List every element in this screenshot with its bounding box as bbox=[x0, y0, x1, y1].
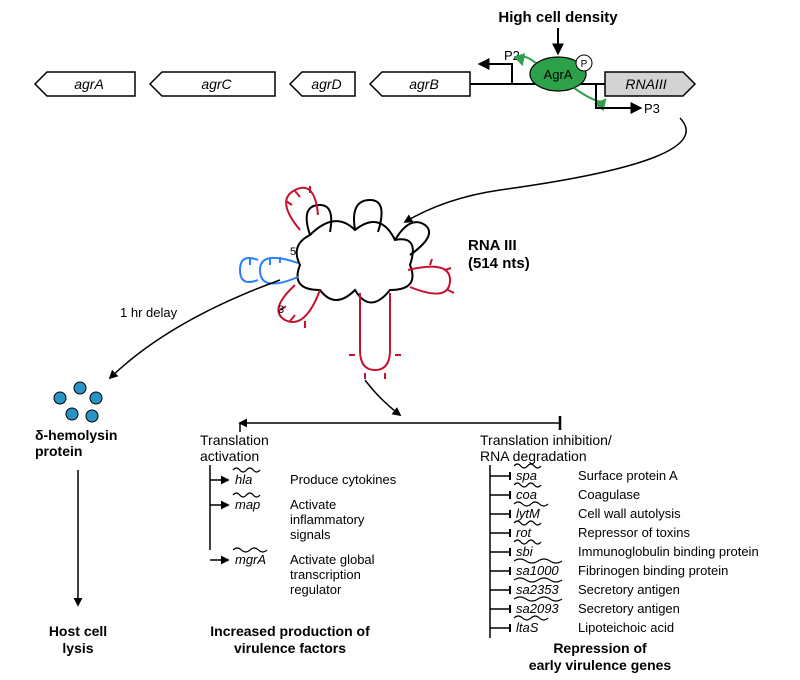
activation-gene-map: map bbox=[235, 497, 260, 512]
hemolysin-dots-icon bbox=[54, 382, 102, 422]
activation-desc: Produce cytokines bbox=[290, 472, 397, 487]
rna-5prime-stem bbox=[240, 257, 298, 284]
activation-desc: transcription bbox=[290, 567, 361, 582]
promoter-P2-label: P2 bbox=[504, 48, 520, 63]
activation-title-l2: activation bbox=[200, 448, 259, 464]
agra-to-p3-arrow bbox=[574, 88, 605, 102]
repression-gene-sa2353: sa2353 bbox=[516, 582, 559, 597]
outcome-right-l2: early virulence genes bbox=[529, 657, 672, 673]
hemolysin-dot bbox=[74, 382, 86, 394]
activation-gene-mgrA: mgrA bbox=[235, 552, 266, 567]
repression-gene-sa1000: sa1000 bbox=[516, 563, 559, 578]
repression-desc: Cell wall autolysis bbox=[578, 506, 681, 521]
hemolysin-dot bbox=[54, 392, 66, 404]
repression-gene-sa2093: sa2093 bbox=[516, 601, 559, 616]
hemolysin-dot bbox=[66, 408, 78, 420]
repression-desc: Secretory antigen bbox=[578, 582, 680, 597]
promoter-P3-label: P3 bbox=[644, 101, 660, 116]
gene-label-agra: agrA bbox=[74, 76, 104, 92]
phosphate-label: P bbox=[581, 59, 588, 70]
gene-label-agrd: agrD bbox=[311, 76, 341, 92]
activation-title-l1: Translation bbox=[200, 432, 269, 448]
gene-label-agrb: agrB bbox=[409, 76, 439, 92]
outcome-left-l2: lysis bbox=[62, 640, 93, 656]
inhibition-title-l1: Translation inhibition/ bbox=[480, 432, 612, 448]
inhibition-title-l2: RNA degradation bbox=[480, 448, 587, 464]
high-cell-density-label: High cell density bbox=[498, 9, 618, 26]
repression-gene-rot: rot bbox=[516, 525, 533, 540]
gene-label-agrc: agrC bbox=[201, 76, 232, 92]
repression-gene-ltaS: ltaS bbox=[516, 620, 539, 635]
hemolysin-label-1: δ-hemolysin bbox=[35, 427, 117, 443]
gene-label-rnaiii: RNAIII bbox=[625, 76, 666, 92]
rnaiii-label-line1: RNA III bbox=[468, 237, 517, 254]
repression-desc: Immunoglobulin binding protein bbox=[578, 544, 759, 559]
activation-desc: regulator bbox=[290, 582, 342, 597]
activation-desc: Activate bbox=[290, 497, 336, 512]
repression-desc: Fibrinogen binding protein bbox=[578, 563, 728, 578]
rna-3prime-label: 3' bbox=[278, 304, 286, 316]
activation-desc: inflammatory bbox=[290, 512, 365, 527]
activation-gene-hla: hla bbox=[235, 472, 252, 487]
activation-targets-list: hla Produce cytokines map Activateinflammat… bbox=[210, 468, 397, 597]
hemolysin-label-2: protein bbox=[35, 443, 82, 459]
rna-red-stems bbox=[278, 186, 454, 379]
repression-desc: Lipoteichoic acid bbox=[578, 620, 674, 635]
activation-desc: signals bbox=[290, 527, 331, 542]
repression-gene-coa: coa bbox=[516, 487, 537, 502]
rnaiii-label-line2: (514 nts) bbox=[468, 255, 530, 272]
agra-protein-label: AgrA bbox=[544, 67, 573, 82]
outcome-mid-l1: Increased production of bbox=[210, 623, 370, 639]
repression-desc: Surface protein A bbox=[578, 468, 678, 483]
arrow-rna-to-hemolysin bbox=[110, 280, 280, 378]
repression-gene-spa: spa bbox=[516, 468, 537, 483]
activation-desc: Activate global bbox=[290, 552, 375, 567]
hemolysin-dot bbox=[86, 410, 98, 422]
hemolysin-dot bbox=[90, 392, 102, 404]
arrow-rna-to-pathways bbox=[365, 380, 400, 415]
agra-to-p2-arrow bbox=[521, 57, 536, 64]
repression-gene-lytM: lytM bbox=[516, 506, 540, 521]
repression-gene-sbi: sbi bbox=[516, 544, 534, 559]
delay-label: 1 hr delay bbox=[120, 305, 178, 320]
repression-desc: Secretory antigen bbox=[578, 601, 680, 616]
arrow-transcript-to-rna bbox=[405, 118, 686, 222]
outcome-mid-l2: virulence factors bbox=[234, 640, 346, 656]
repression-targets-list: spa Surface protein A coa Coagulase lytM Cell… bbox=[490, 464, 759, 635]
outcome-right-l1: Repression of bbox=[553, 640, 647, 656]
repression-desc: Coagulase bbox=[578, 487, 640, 502]
outcome-left-l1: Host cell bbox=[49, 623, 107, 639]
rna-5prime-label: 5' bbox=[290, 246, 298, 258]
repression-desc: Repressor of toxins bbox=[578, 525, 690, 540]
rnaiii-regulation-diagram: High cell density P2 agrA agrC agrD agrB RNA… bbox=[0, 0, 800, 680]
promoter-P2-arrow bbox=[480, 64, 512, 85]
